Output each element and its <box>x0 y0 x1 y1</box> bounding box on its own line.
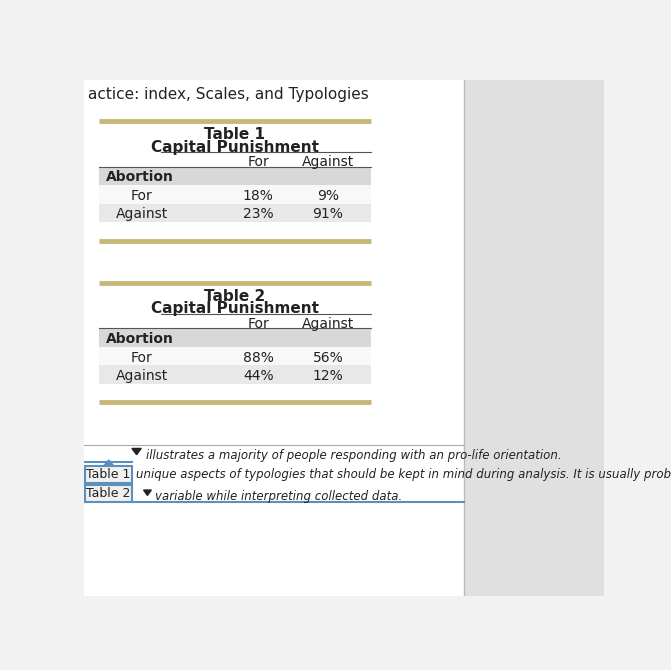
Text: Table 1: Table 1 <box>205 127 266 142</box>
Text: illustrates a majority of people responding with an pro-life orientation.: illustrates a majority of people respond… <box>146 449 562 462</box>
Text: 44%: 44% <box>243 369 274 383</box>
Text: For: For <box>131 189 153 203</box>
Bar <box>99 204 370 222</box>
Text: unique aspects of typologies that should be kept in mind during analysis. It is : unique aspects of typologies that should… <box>136 468 671 482</box>
Text: For: For <box>131 350 153 364</box>
Text: Table 2: Table 2 <box>87 486 131 500</box>
Text: Against: Against <box>116 208 168 222</box>
Text: variable while interpreting collected data.: variable while interpreting collected da… <box>155 490 403 503</box>
Text: Table 2: Table 2 <box>205 289 266 304</box>
Text: Capital Punishment: Capital Punishment <box>151 302 319 316</box>
Text: 9%: 9% <box>317 189 339 203</box>
Text: For: For <box>248 317 269 331</box>
Text: Table 1: Table 1 <box>87 468 131 481</box>
Text: 23%: 23% <box>243 208 274 222</box>
Text: For: For <box>248 155 269 169</box>
Text: 56%: 56% <box>313 350 344 364</box>
Text: Against: Against <box>302 155 354 169</box>
Polygon shape <box>132 448 141 455</box>
Text: Against: Against <box>116 369 168 383</box>
Bar <box>99 167 370 185</box>
Bar <box>99 185 370 204</box>
Text: Abortion: Abortion <box>105 170 173 184</box>
Text: Against: Against <box>302 317 354 331</box>
Bar <box>464 80 604 596</box>
Text: 91%: 91% <box>313 208 344 222</box>
Bar <box>99 365 370 384</box>
Polygon shape <box>144 490 151 495</box>
Text: Abortion: Abortion <box>105 332 173 346</box>
Text: 12%: 12% <box>313 369 344 383</box>
Text: 88%: 88% <box>243 350 274 364</box>
Polygon shape <box>103 460 114 466</box>
Bar <box>99 347 370 365</box>
FancyBboxPatch shape <box>85 484 132 502</box>
Bar <box>99 328 370 347</box>
Text: Capital Punishment: Capital Punishment <box>151 139 319 155</box>
Text: 18%: 18% <box>243 189 274 203</box>
FancyBboxPatch shape <box>85 466 132 483</box>
Text: actice: index, Scales, and Typologies: actice: index, Scales, and Typologies <box>88 86 368 102</box>
Bar <box>84 80 464 596</box>
